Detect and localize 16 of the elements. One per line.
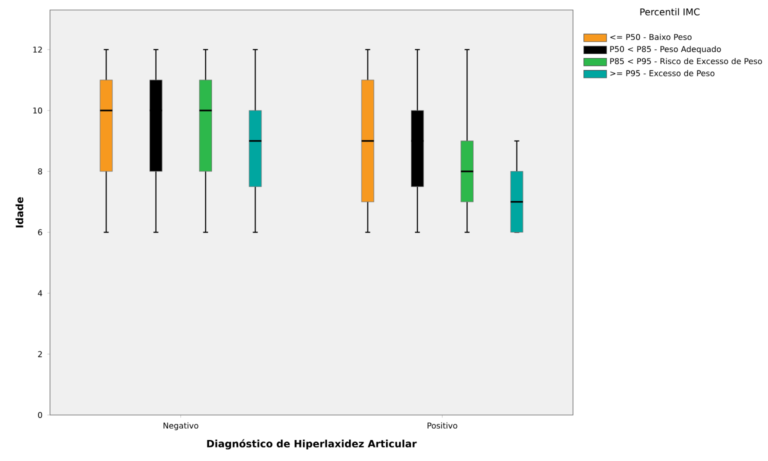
y-tick-label: 4 (38, 290, 42, 296)
y-tick-label: 8 (38, 168, 42, 174)
y-axis-title: Idade (16, 197, 24, 228)
legend-label: P50 < P85 - Peso Adequado (610, 46, 721, 54)
legend-label: >= P95 - Excesso de Peso (610, 70, 714, 76)
y-tick-label: 2 (38, 351, 42, 358)
y-tick-label: 12 (33, 46, 42, 53)
y-tick-label: 10 (33, 107, 42, 114)
x-axis-title: Diagnóstico de Hiperlaxidez Articular (207, 439, 417, 450)
x-tick-label: Negativo (164, 422, 198, 430)
legend-title: Percentil IMC (640, 8, 700, 16)
legend-label: P85 < P95 - Risco de Excesso de Peso (610, 58, 762, 64)
y-tick-label: 6 (38, 229, 42, 236)
x-tick-label: Positivo (428, 422, 458, 429)
y-tick-label: 0 (38, 412, 42, 418)
legend-label: <= P50 - Baixo Peso (610, 34, 692, 40)
